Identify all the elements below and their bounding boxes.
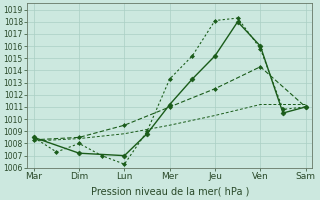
X-axis label: Pression niveau de la mer( hPa ): Pression niveau de la mer( hPa ): [91, 187, 249, 197]
